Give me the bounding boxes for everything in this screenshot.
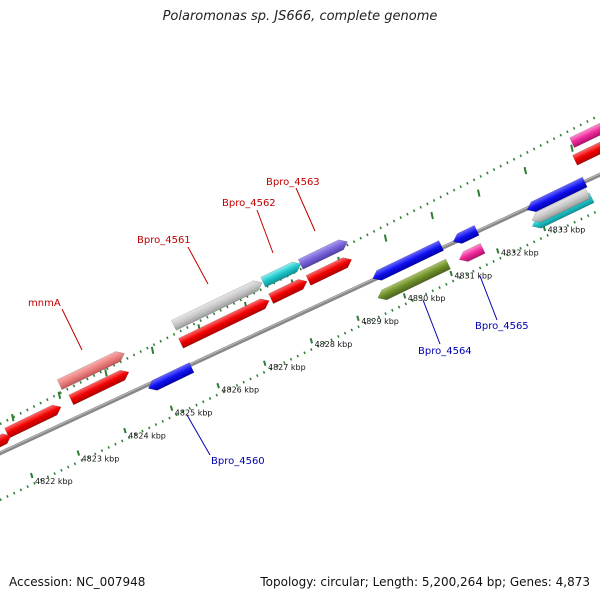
gene-label-bpro-4560[interactable]: Bpro_4560 (211, 456, 265, 467)
gene-label-bpro-4563[interactable]: Bpro_4563 (266, 177, 320, 188)
leader-bpro-4562 (256, 209, 274, 254)
label-leaders (61, 187, 498, 456)
genome-summary: Topology: circular; Length: 5,200,264 bp… (260, 575, 590, 589)
major-tick (402, 293, 407, 299)
major-tick (309, 338, 314, 344)
gene-bpro-4563[interactable] (297, 237, 350, 270)
gene-red-3[interactable] (178, 296, 271, 349)
gene-label-bpro-4564[interactable]: Bpro_4564 (418, 346, 472, 357)
scale-label: 4822 kbp (35, 477, 73, 486)
gene-red-edge[interactable] (0, 431, 13, 450)
gene-label-bpro-4561[interactable]: Bpro_4561 (137, 235, 191, 246)
gene-label-bpro-4562[interactable]: Bpro_4562 (222, 198, 276, 209)
scale-label: 4824 kbp (128, 431, 166, 440)
leader-bpro-4564 (422, 299, 441, 345)
scale-label: 4827 kbp (268, 363, 306, 372)
leader-bpro-4560 (186, 414, 211, 456)
major-tick (169, 405, 174, 411)
gene-bpro-4561[interactable] (171, 278, 264, 331)
map-title: Polaromonas sp. JS666, complete genome (162, 9, 438, 24)
gene-bpro-4564[interactable] (375, 258, 451, 303)
leader-bpro-4561 (187, 246, 209, 285)
major-tick (477, 189, 481, 197)
scale-label: 4825 kbp (175, 409, 213, 418)
leader-bpro-4563 (295, 187, 316, 232)
gene-blue-2[interactable] (370, 240, 444, 284)
major-ticks (11, 144, 574, 479)
major-tick (383, 234, 388, 242)
major-tick (430, 211, 434, 220)
major-tick (263, 360, 267, 367)
inner-tick-track (0, 208, 600, 502)
major-tick (496, 248, 500, 254)
gene-label-mnmA[interactable]: mnmA (28, 298, 61, 309)
gene-red-2[interactable] (68, 367, 131, 406)
gene-blue-4[interactable] (525, 176, 588, 215)
scale-label: 4833 kbp (548, 226, 586, 235)
accession-text: Accession: NC_007948 (9, 575, 146, 589)
forward-genes (0, 120, 600, 450)
scale-label: 4830 kbp (408, 294, 446, 303)
major-tick (57, 391, 62, 399)
gene-grey-2[interactable] (530, 188, 591, 226)
gene-magenta-right[interactable] (569, 120, 600, 148)
gene-blue-3[interactable] (451, 225, 480, 246)
major-tick (30, 472, 34, 479)
major-tick (11, 414, 15, 422)
major-tick (76, 450, 81, 456)
outer-tick-track (0, 113, 600, 426)
genome-backbone-highlight (0, 173, 600, 453)
major-tick (523, 166, 528, 175)
scale-label: 4832 kbp (501, 249, 539, 258)
major-tick (123, 427, 127, 434)
gene-red-4[interactable] (268, 276, 310, 304)
gene-bpro-4560[interactable] (146, 362, 195, 394)
major-tick (216, 382, 220, 389)
leader-mnmA (61, 308, 83, 351)
gene-mnmA[interactable] (56, 348, 127, 390)
gene-bpro-4565[interactable] (457, 243, 486, 264)
major-tick (449, 270, 453, 277)
reverse-genes (146, 176, 595, 394)
gene-bpro-4562[interactable] (260, 259, 304, 288)
scale-label: 4826 kbp (221, 386, 259, 395)
scale-label: 4831 kbp (454, 271, 492, 280)
scale-label: 4829 kbp (361, 317, 399, 326)
scale-label: 4823 kbp (82, 454, 120, 463)
major-tick (104, 369, 108, 377)
scale-labels: 4822 kbp 4823 kbp 4824 kbp 4825 kbp 4826 kbp… (35, 226, 585, 486)
gene-red-5[interactable] (305, 255, 354, 286)
major-tick (150, 346, 155, 355)
scale-label: 4828 kbp (315, 340, 353, 349)
leader-bpro-4565 (479, 275, 498, 321)
genome-backbone (0, 172, 600, 456)
major-tick (570, 144, 574, 152)
gene-label-bpro-4565[interactable]: Bpro_4565 (475, 321, 529, 332)
major-tick (356, 315, 360, 322)
